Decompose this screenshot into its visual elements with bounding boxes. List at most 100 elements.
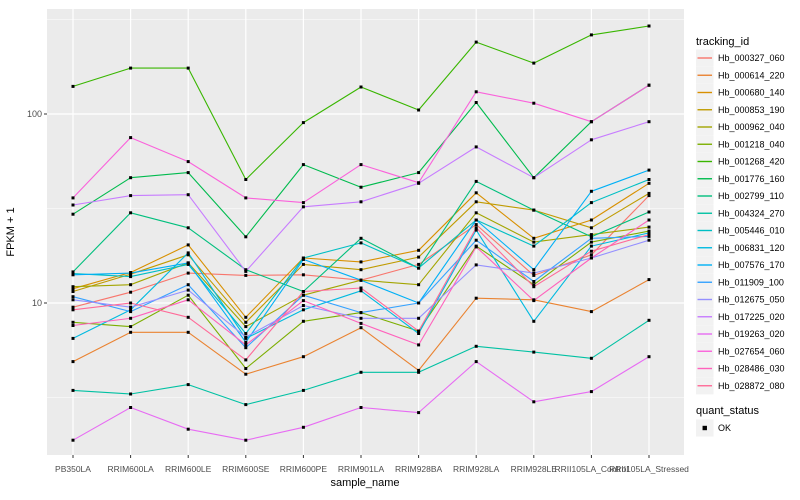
- data-point: [359, 406, 363, 409]
- data-point: [186, 383, 190, 387]
- data-point: [71, 212, 75, 216]
- data-point: [129, 290, 133, 294]
- data-point: [589, 356, 593, 360]
- data-point: [301, 355, 305, 359]
- data-point: [417, 316, 421, 320]
- data-point: [647, 178, 651, 181]
- data-point: [244, 273, 248, 277]
- data-point: [532, 61, 536, 65]
- data-point: [532, 283, 536, 287]
- data-point: [417, 283, 421, 287]
- data-point: [301, 304, 305, 307]
- data-point: [186, 171, 190, 175]
- data-point: [301, 257, 305, 261]
- data-point: [129, 406, 133, 409]
- data-point: [417, 255, 421, 259]
- data-point: [301, 319, 305, 323]
- data-point: [647, 191, 651, 195]
- legend-key-square-marker: [702, 425, 707, 431]
- data-point: [417, 108, 421, 112]
- legend-entry-Hb_002799_110: Hb_002799_110: [696, 187, 784, 205]
- data-point: [589, 218, 593, 222]
- legend-label: Hb_011909_100: [718, 277, 784, 287]
- data-point: [589, 236, 593, 240]
- legend-label: Hb_012675_050: [718, 295, 785, 305]
- data-point: [71, 285, 75, 289]
- data-point: [359, 260, 363, 264]
- data-point: [647, 225, 651, 229]
- data-point: [647, 231, 651, 235]
- data-point: [129, 283, 133, 287]
- data-point: [417, 332, 421, 335]
- data-point: [532, 280, 536, 283]
- data-point: [532, 208, 536, 212]
- data-point: [417, 329, 421, 333]
- data-point: [71, 320, 75, 324]
- legend-entry-Hb_007576_170: Hb_007576_170: [696, 256, 785, 274]
- data-point: [359, 268, 363, 272]
- legend-label: Hb_027654_060: [718, 346, 785, 356]
- x-tick-label: RRIM928LA: [453, 464, 500, 474]
- data-point: [474, 296, 478, 300]
- data-point: [647, 234, 651, 238]
- data-point: [359, 311, 363, 315]
- data-point: [301, 205, 305, 209]
- data-point: [647, 24, 651, 28]
- data-point: [474, 211, 478, 215]
- data-point: [71, 305, 75, 309]
- data-point: [129, 316, 133, 320]
- data-point: [474, 179, 478, 183]
- data-point: [129, 305, 133, 309]
- legend-entry-Hb_006831_120: Hb_006831_120: [696, 239, 785, 257]
- data-point: [474, 238, 478, 242]
- data-point: [589, 240, 593, 244]
- data-point: [474, 218, 478, 222]
- data-point: [244, 358, 248, 362]
- data-point: [71, 308, 75, 312]
- legend-entry-Hb_011909_100: Hb_011909_100: [696, 273, 784, 291]
- legend-label: Hb_028872_080: [718, 381, 785, 391]
- x-axis-title: sample_name: [330, 477, 399, 489]
- data-point: [129, 325, 133, 329]
- data-point: [359, 236, 363, 240]
- data-point: [359, 278, 363, 282]
- data-point: [71, 287, 75, 291]
- legend-label: Hb_000853_190: [718, 105, 785, 115]
- panel-gridlines: [47, 9, 684, 455]
- data-point: [186, 193, 190, 197]
- data-point: [129, 392, 133, 396]
- data-point: [186, 226, 190, 230]
- data-point: [301, 273, 305, 277]
- data-point: [129, 330, 133, 334]
- data-point: [359, 200, 363, 204]
- data-point: [186, 243, 190, 247]
- data-point: [244, 343, 248, 347]
- data-point: [129, 211, 133, 215]
- axis-ticks-and-labels: 10 100 PB350LA RRIM600LA RRIM600LE RRIM600SE R…: [27, 109, 689, 474]
- data-point: [186, 288, 190, 292]
- data-point: [244, 332, 248, 335]
- data-point: [244, 340, 248, 344]
- legend-label: Hb_000327_060: [718, 53, 785, 63]
- legend-entries: Hb_000327_060 Hb_000614_220 Hb_000680_140 H…: [696, 49, 785, 437]
- data-point: [589, 253, 593, 257]
- x-tick-label: RRIM600PE: [280, 464, 328, 474]
- data-point: [474, 191, 478, 195]
- data-point: [359, 286, 363, 290]
- data-point: [532, 176, 536, 180]
- data-point: [186, 298, 190, 302]
- legend-title-quant-status: quant_status: [696, 405, 759, 417]
- data-point: [129, 194, 133, 198]
- legend-entry-Hb_001218_040: Hb_001218_040: [696, 135, 785, 153]
- x-tick-label: RRIM928BA: [395, 464, 443, 474]
- data-point: [244, 235, 248, 239]
- x-tick-label: RRIM600LE: [165, 464, 212, 474]
- data-point: [186, 283, 190, 287]
- data-point: [474, 228, 478, 232]
- x-tick-label: RRII105LA_Stressed: [609, 464, 689, 474]
- data-point: [474, 101, 478, 104]
- data-point: [647, 233, 651, 237]
- data-point: [532, 285, 536, 289]
- data-point: [186, 427, 190, 431]
- data-point: [417, 262, 421, 266]
